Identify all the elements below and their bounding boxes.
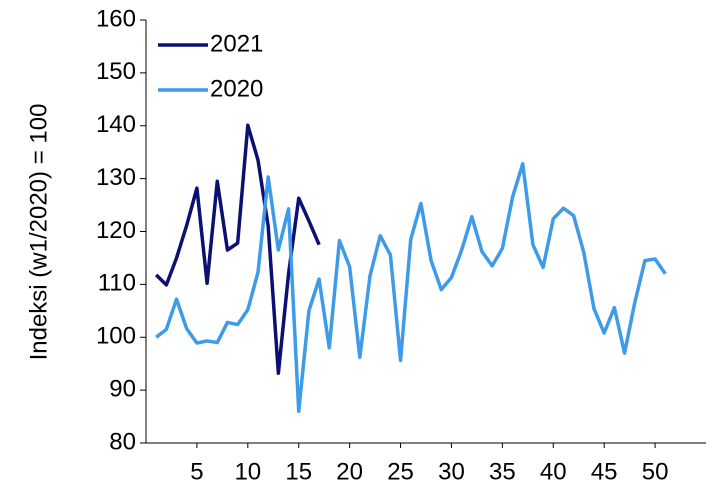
series-line [155,162,667,414]
x-tick-label: 25 [387,458,414,485]
x-tick-label: 5 [190,458,203,485]
x-tick-label: 50 [642,458,669,485]
y-tick-label: 100 [96,323,136,350]
y-tick-label: 120 [96,217,136,244]
x-tick-label: 10 [234,458,261,485]
legend-label: 2020 [210,75,263,102]
y-tick-label: 130 [96,164,136,191]
x-tick-label: 35 [489,458,516,485]
x-tick-label: 15 [285,458,312,485]
x-tick-label: 30 [438,458,465,485]
y-tick-label: 150 [96,58,136,85]
x-tick-label: 45 [591,458,618,485]
legend-label: 2021 [210,30,263,57]
y-tick-label: 80 [109,428,136,455]
y-axis-label: Indeksi (w1/2020) = 100 [25,104,52,361]
y-tick-label: 140 [96,111,136,138]
x-tick-label: 20 [336,458,363,485]
y-tick-label: 160 [96,5,136,32]
x-tick-label: 40 [540,458,567,485]
y-tick-label: 90 [109,375,136,402]
y-tick-label: 110 [98,270,136,297]
